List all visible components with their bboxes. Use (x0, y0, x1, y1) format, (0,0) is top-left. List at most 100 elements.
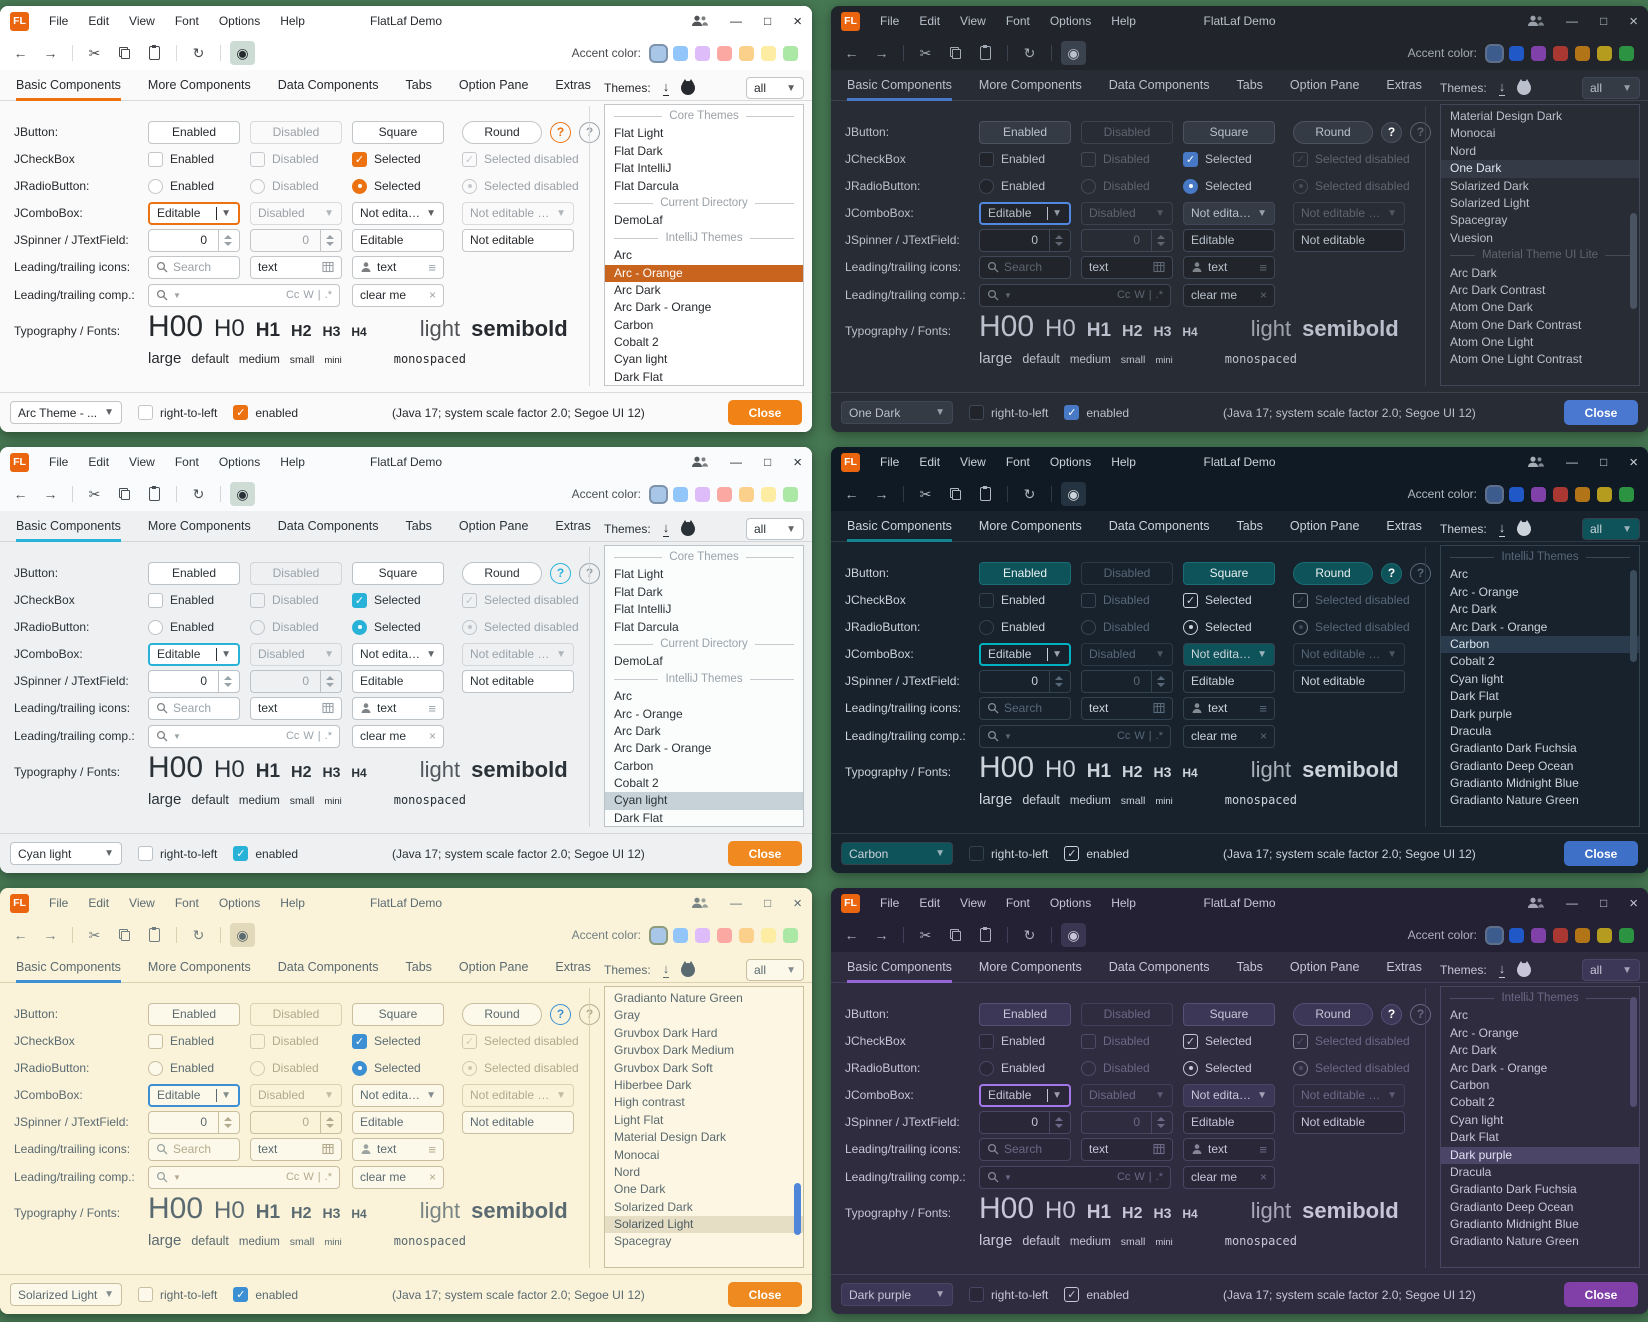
theme-list-item[interactable]: Atom One Dark (1450, 300, 1533, 315)
text-input-user[interactable]: text ≡ (1183, 255, 1275, 279)
right-to-left-checkbox[interactable] (969, 405, 984, 420)
right-to-left-checkbox[interactable] (138, 1287, 153, 1302)
textfield-editable[interactable]: Editable (1183, 669, 1275, 693)
search-with-options-input[interactable]: ▼ Cc W | .* (979, 283, 1171, 307)
close-window-button[interactable]: × (1629, 453, 1638, 471)
menu-item[interactable]: View (960, 896, 986, 910)
download-icon[interactable]: ↓ (662, 961, 670, 978)
theme-list-item[interactable]: One Dark (614, 1182, 666, 1197)
search-with-options-input[interactable]: ▼ Cc W | .* (979, 724, 1171, 748)
textfield-not-editable[interactable]: Not editable (1293, 669, 1405, 693)
accent-swatch[interactable] (673, 486, 688, 502)
tab[interactable]: More Components (978, 960, 1082, 974)
textfield-editable[interactable]: Editable (352, 669, 444, 693)
theme-list-item[interactable]: Arc Dark - Orange (1450, 1060, 1548, 1075)
menu-item[interactable]: Edit (919, 896, 941, 910)
theme-list-item[interactable]: Current Directory (605, 195, 803, 212)
combobox-editable[interactable]: Editable ▼ (979, 201, 1071, 225)
theme-filter-combobox[interactable]: all ▼ (1582, 518, 1640, 540)
text-input-user[interactable]: text ≡ (352, 1137, 444, 1161)
menu-item[interactable]: Options (218, 896, 261, 910)
textfield-editable[interactable]: Editable (1183, 228, 1275, 252)
scrollbar-thumb[interactable] (1630, 997, 1637, 1107)
round-button[interactable]: Round (462, 1002, 542, 1026)
match-case-toggle[interactable]: Cc (1116, 289, 1131, 301)
checkbox[interactable] (148, 1033, 163, 1049)
theme-list-item[interactable]: Nord (614, 1164, 641, 1179)
text-input-user[interactable]: text ≡ (1183, 1137, 1275, 1161)
enabled-checkbox[interactable]: ✓ (233, 1287, 249, 1302)
close-window-button[interactable]: × (1629, 894, 1638, 912)
match-case-toggle[interactable]: Cc (1116, 730, 1131, 742)
theme-list-item[interactable]: Flat Darcula (614, 619, 679, 634)
chevron-down-icon[interactable]: ▼ (173, 1172, 181, 1182)
close-button[interactable]: Close (728, 841, 802, 866)
tab[interactable]: More Components (147, 960, 251, 974)
help-button[interactable]: ? (550, 562, 571, 584)
minimize-button[interactable]: — (729, 14, 742, 28)
github-icon[interactable] (1517, 520, 1532, 536)
accent-swatch[interactable] (1509, 486, 1524, 502)
theme-list-item[interactable]: Cyan light (1450, 1112, 1504, 1127)
combobox-editable[interactable]: Editable ▼ (148, 1083, 240, 1107)
match-case-toggle[interactable]: Cc (285, 289, 300, 301)
tab[interactable]: More Components (978, 519, 1082, 533)
square-button[interactable]: Square (352, 561, 444, 585)
theme-list-item[interactable]: Gradianto Dark Fuchsia (1450, 741, 1577, 756)
clear-me-input[interactable]: clear me × (352, 724, 444, 748)
combobox-not-editable[interactable]: Not editable ▼ (352, 1083, 444, 1107)
refresh-icon[interactable]: ↻ (192, 926, 205, 943)
square-button[interactable]: Square (1183, 120, 1275, 144)
menu-item[interactable]: Options (218, 455, 261, 469)
close-button[interactable]: Close (1564, 841, 1638, 866)
text-input-table[interactable]: text (250, 1137, 342, 1161)
accent-swatch[interactable] (651, 927, 666, 943)
theme-list-item[interactable]: Solarized Dark (1450, 178, 1529, 193)
paste-icon[interactable] (973, 923, 998, 947)
square-button[interactable]: Square (352, 1002, 444, 1026)
help-button-secondary[interactable]: ? (1410, 562, 1431, 584)
forward-icon[interactable]: → (874, 45, 889, 61)
menu-item[interactable]: Edit (88, 896, 110, 910)
accent-swatch[interactable] (1487, 927, 1502, 943)
menu-item[interactable]: View (129, 896, 155, 910)
copy-icon[interactable] (112, 482, 137, 506)
maximize-button[interactable]: □ (763, 14, 772, 28)
theme-list-item[interactable]: Gradianto Nature Green (614, 991, 743, 1005)
theme-list-item[interactable]: Arc (614, 248, 632, 263)
tab[interactable]: Tabs (405, 519, 432, 533)
users-icon[interactable] (1527, 897, 1544, 909)
theme-combobox[interactable]: Carbon ▼ (841, 842, 953, 865)
tab[interactable]: Extras (555, 519, 591, 533)
search-icon[interactable] (987, 1171, 999, 1183)
close-button[interactable]: Close (1564, 400, 1638, 425)
spinner[interactable]: 0 (148, 228, 240, 252)
clear-me-input[interactable]: clear me × (352, 1165, 444, 1189)
textfield-not-editable[interactable]: Not editable (462, 669, 574, 693)
radio-button-selected[interactable] (352, 178, 367, 194)
whole-word-toggle[interactable]: W (303, 730, 314, 742)
clear-icon[interactable]: × (428, 1170, 436, 1184)
minimize-button[interactable]: — (1565, 896, 1578, 910)
theme-filter-combobox[interactable]: all ▼ (1582, 959, 1640, 981)
menu-item[interactable]: File (49, 14, 69, 28)
accent-swatch[interactable] (651, 45, 666, 61)
theme-list-item[interactable]: Core Themes (605, 549, 803, 566)
accent-swatch[interactable] (717, 927, 732, 943)
theme-filter-combobox[interactable]: all ▼ (1582, 77, 1640, 99)
theme-list-item[interactable]: Arc - Orange (614, 706, 683, 721)
theme-list-item[interactable]: Cyan light (614, 352, 668, 367)
square-button[interactable]: Square (1183, 561, 1275, 585)
menu-item[interactable]: View (129, 14, 155, 28)
list-icon[interactable]: ≡ (1259, 1141, 1267, 1157)
theme-list-item[interactable]: Solarized Light (605, 1216, 803, 1234)
search-with-options-input[interactable]: ▼ Cc W | .* (148, 1165, 340, 1189)
maximize-button[interactable]: □ (763, 896, 772, 910)
combobox-editable[interactable]: Editable ▼ (148, 201, 240, 225)
theme-list-item[interactable]: One Dark (1441, 160, 1639, 178)
regex-toggle[interactable]: .* (324, 1171, 332, 1183)
round-button[interactable]: Round (1293, 120, 1373, 144)
search-icon[interactable] (156, 289, 168, 301)
minimize-button[interactable]: — (1565, 14, 1578, 28)
close-button[interactable]: Close (728, 1282, 802, 1307)
